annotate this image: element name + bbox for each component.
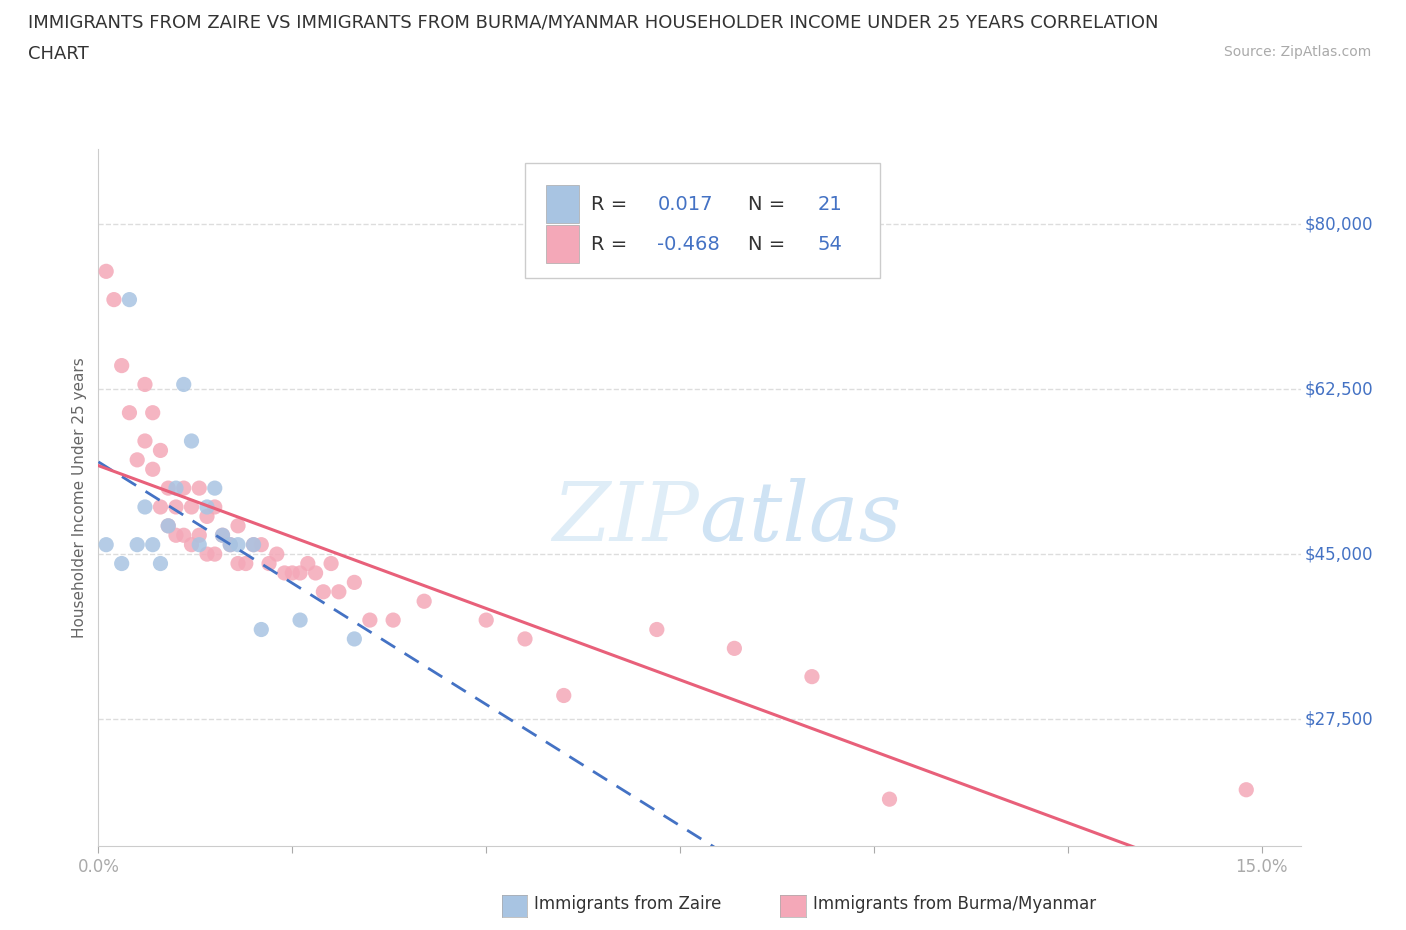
Point (211, 528, 233, 543)
FancyBboxPatch shape (546, 185, 579, 223)
Point (242, 538, 264, 552)
Point (180, 433, 202, 448)
Point (118, 292, 141, 307)
Point (242, 538, 264, 552)
Point (127, 452, 149, 467)
Point (142, 538, 165, 552)
Point (475, 613, 498, 628)
Text: $27,500: $27,500 (1305, 710, 1372, 728)
Text: N =: N = (748, 194, 792, 214)
Point (723, 641, 745, 656)
Point (413, 593, 436, 608)
Point (328, 584, 350, 599)
Point (553, 688, 575, 703)
Point (382, 613, 405, 628)
FancyBboxPatch shape (526, 163, 880, 278)
Point (204, 499, 226, 514)
Point (134, 433, 156, 448)
Point (127, 538, 149, 552)
Y-axis label: Householder Income Under 25 years: Householder Income Under 25 years (72, 357, 87, 638)
Point (149, 499, 172, 514)
Point (142, 462, 165, 477)
Point (157, 518, 180, 533)
FancyBboxPatch shape (546, 225, 579, 263)
Point (165, 481, 187, 496)
Point (165, 528, 187, 543)
Text: 0.017: 0.017 (658, 194, 713, 214)
Text: R =: R = (592, 194, 634, 214)
Point (343, 631, 366, 646)
Point (343, 575, 366, 590)
Point (188, 528, 211, 543)
Text: CHART: CHART (28, 45, 89, 62)
Point (195, 509, 218, 524)
Point (204, 481, 226, 496)
Text: -0.468: -0.468 (658, 234, 720, 254)
Point (157, 518, 180, 533)
Text: ZIP: ZIP (553, 478, 699, 559)
Point (226, 556, 249, 571)
Point (96, 264, 118, 279)
Point (319, 556, 342, 571)
Point (134, 377, 156, 392)
Point (879, 791, 901, 806)
Text: $80,000: $80,000 (1305, 215, 1372, 233)
Point (173, 377, 195, 392)
Point (211, 528, 233, 543)
Point (250, 622, 273, 637)
Point (219, 538, 242, 552)
Point (134, 499, 156, 514)
Point (195, 547, 218, 562)
Point (288, 565, 311, 580)
Point (157, 481, 180, 496)
Point (111, 556, 134, 571)
Point (219, 538, 242, 552)
Point (273, 565, 295, 580)
Text: $62,500: $62,500 (1305, 380, 1372, 398)
Point (118, 405, 141, 420)
Point (266, 547, 288, 562)
Point (180, 538, 202, 552)
Point (96, 538, 118, 552)
Point (149, 443, 172, 458)
Text: atlas: atlas (699, 478, 901, 559)
Text: Immigrants from Zaire: Immigrants from Zaire (534, 895, 721, 913)
Text: Source: ZipAtlas.com: Source: ZipAtlas.com (1223, 45, 1371, 59)
Point (257, 556, 280, 571)
Point (180, 499, 202, 514)
Point (359, 613, 381, 628)
Point (142, 405, 165, 420)
Point (165, 499, 187, 514)
Text: $45,000: $45,000 (1305, 545, 1372, 563)
Point (297, 556, 319, 571)
Point (173, 481, 195, 496)
Point (195, 499, 218, 514)
Point (235, 556, 257, 571)
Point (149, 556, 172, 571)
Point (281, 565, 304, 580)
Text: N =: N = (748, 234, 792, 254)
Point (188, 538, 211, 552)
Point (513, 631, 536, 646)
Point (312, 584, 335, 599)
Point (204, 547, 226, 562)
Point (304, 565, 326, 580)
Point (226, 538, 249, 552)
Point (103, 292, 125, 307)
Text: IMMIGRANTS FROM ZAIRE VS IMMIGRANTS FROM BURMA/MYANMAR HOUSEHOLDER INCOME UNDER : IMMIGRANTS FROM ZAIRE VS IMMIGRANTS FROM… (28, 14, 1159, 32)
Text: 54: 54 (817, 234, 842, 254)
Point (250, 538, 273, 552)
Point (111, 358, 134, 373)
Point (288, 613, 311, 628)
Text: 21: 21 (817, 194, 842, 214)
Point (188, 481, 211, 496)
Point (800, 670, 823, 684)
Text: Immigrants from Burma/Myanmar: Immigrants from Burma/Myanmar (813, 895, 1095, 913)
Text: R =: R = (592, 234, 634, 254)
Point (173, 528, 195, 543)
Point (226, 518, 249, 533)
Point (1234, 782, 1257, 797)
Point (645, 622, 668, 637)
